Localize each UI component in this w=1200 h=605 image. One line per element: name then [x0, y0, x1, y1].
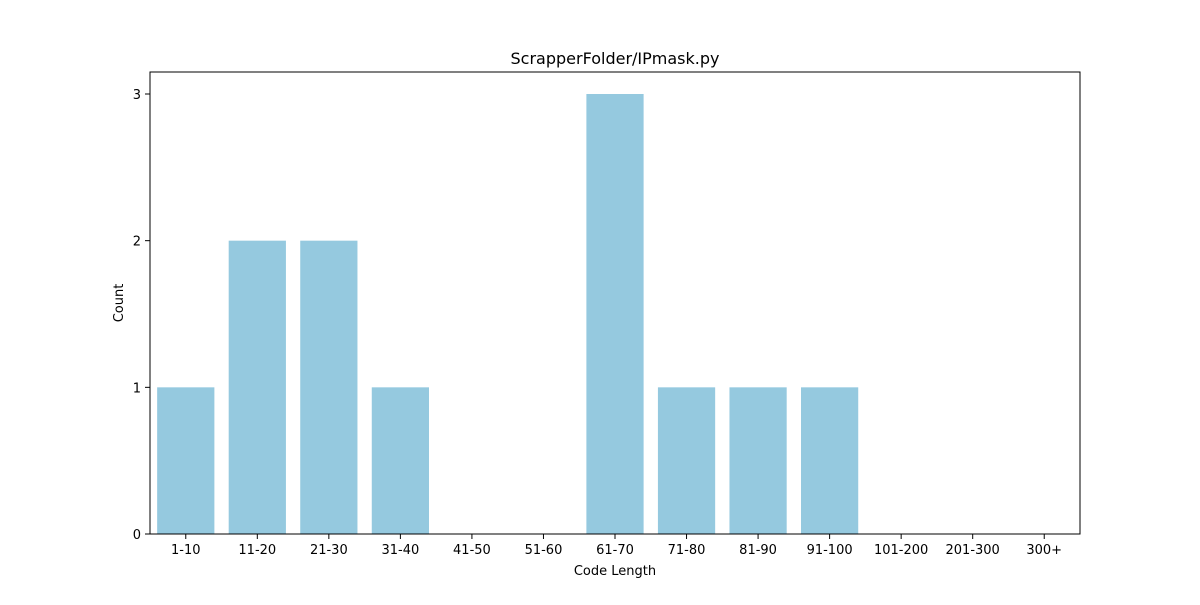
x-axis-label: Code Length — [574, 564, 656, 579]
bar-61-70 — [586, 94, 644, 534]
bar-81-90 — [729, 387, 787, 534]
y-tick-label: 2 — [133, 235, 141, 250]
bars-group — [157, 94, 859, 534]
y-tick-label: 1 — [133, 381, 141, 396]
x-tick-label: 41-50 — [453, 543, 491, 558]
x-tick-label: 1-10 — [171, 543, 201, 558]
x-tick-label: 51-60 — [525, 543, 563, 558]
x-tick-label: 201-300 — [946, 543, 1000, 558]
bar-71-80 — [657, 387, 716, 534]
x-tick-label: 71-80 — [668, 543, 706, 558]
x-tick-label: 31-40 — [381, 543, 419, 558]
bar-91-100 — [801, 387, 859, 534]
chart-title: ScrapperFolder/IPmask.py — [511, 49, 720, 68]
y-tick-label: 3 — [133, 88, 141, 103]
x-tick-label: 21-30 — [310, 543, 348, 558]
bar-11-20 — [228, 240, 286, 534]
x-tick-label: 300+ — [1026, 543, 1062, 558]
y-axis-label: Count — [112, 284, 127, 323]
x-axis: 1-10 11-20 21-30 31-40 41-50 51-60 61-70 71-80 8… — [171, 534, 1062, 558]
x-tick-label: 91-100 — [807, 543, 853, 558]
x-tick-label: 81-90 — [739, 543, 777, 558]
y-axis: 0 1 2 3 — [133, 88, 150, 543]
x-tick-label: 61-70 — [596, 543, 634, 558]
x-tick-label: 101-200 — [874, 543, 928, 558]
bar-31-40 — [371, 387, 429, 534]
bar-21-30 — [300, 240, 358, 534]
x-tick-label: 11-20 — [238, 543, 276, 558]
y-tick-label: 0 — [133, 528, 141, 543]
bar-1-10 — [157, 387, 215, 534]
